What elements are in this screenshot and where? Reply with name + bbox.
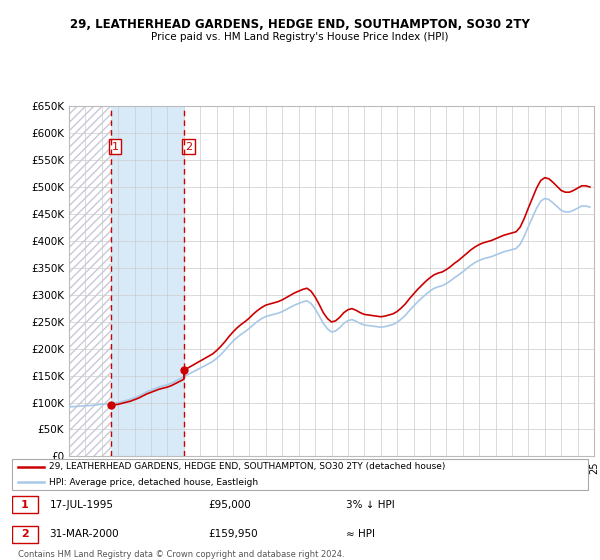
- Text: 1: 1: [112, 142, 118, 152]
- Text: 29, LEATHERHEAD GARDENS, HEDGE END, SOUTHAMPTON, SO30 2TY (detached house): 29, LEATHERHEAD GARDENS, HEDGE END, SOUT…: [49, 463, 446, 472]
- Text: 17-JUL-1995: 17-JUL-1995: [49, 500, 113, 510]
- Text: £95,000: £95,000: [208, 500, 251, 510]
- Text: 31-MAR-2000: 31-MAR-2000: [49, 529, 119, 539]
- FancyBboxPatch shape: [12, 496, 38, 513]
- Text: 2: 2: [21, 529, 29, 539]
- FancyBboxPatch shape: [12, 526, 38, 543]
- Text: 3% ↓ HPI: 3% ↓ HPI: [346, 500, 395, 510]
- Text: Contains HM Land Registry data © Crown copyright and database right 2024.
This d: Contains HM Land Registry data © Crown c…: [18, 550, 344, 560]
- Text: 2: 2: [185, 142, 192, 152]
- Text: 29, LEATHERHEAD GARDENS, HEDGE END, SOUTHAMPTON, SO30 2TY: 29, LEATHERHEAD GARDENS, HEDGE END, SOUT…: [70, 18, 530, 31]
- Text: ≈ HPI: ≈ HPI: [346, 529, 375, 539]
- Text: HPI: Average price, detached house, Eastleigh: HPI: Average price, detached house, East…: [49, 478, 259, 487]
- Bar: [69, 106, 110, 456]
- FancyBboxPatch shape: [12, 459, 588, 490]
- Text: Price paid vs. HM Land Registry's House Price Index (HPI): Price paid vs. HM Land Registry's House …: [151, 32, 449, 42]
- Bar: [110, 106, 184, 456]
- Text: £159,950: £159,950: [208, 529, 257, 539]
- Text: 1: 1: [21, 500, 29, 510]
